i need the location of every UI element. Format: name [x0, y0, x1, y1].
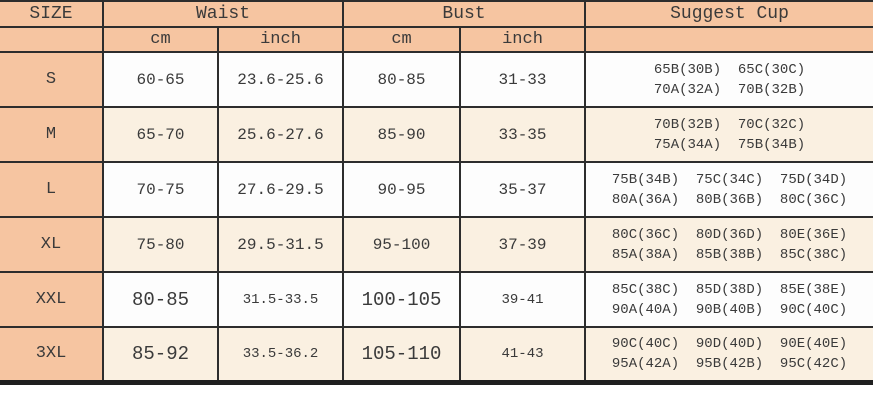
waist-inch-value: 23.6-25.6 — [216, 51, 345, 108]
waist-cm-value: 85-92 — [102, 326, 219, 383]
waist-cm-value: 60-65 — [102, 51, 219, 108]
header-size: SIZE — [0, 0, 104, 28]
table-row-3xl: 3XL 85-92 33.5-36.2 105-110 41-43 90C(40… — [0, 326, 873, 383]
suggest-cup-value: 85C(38C) 85D(38D) 85E(38E) 90A(40A) 90B(… — [584, 271, 873, 328]
bust-inch-value: 33-35 — [459, 106, 587, 163]
bust-cm-value: 90-95 — [342, 161, 462, 218]
suggest-cup-value: 80C(36C) 80D(36D) 80E(36E) 85A(38A) 85B(… — [584, 216, 873, 273]
cup-line-1: 65B(30B) 65C(30C) — [653, 61, 806, 78]
header-size-spacer — [0, 26, 104, 53]
cup-line-2: 85A(38A) 85B(38B) 85C(38C) — [611, 246, 848, 263]
cup-line-1: 80C(36C) 80D(36D) 80E(36E) — [611, 226, 848, 243]
cup-line-1: 75B(34B) 75C(34C) 75D(34D) — [611, 171, 848, 188]
size-label: XL — [0, 216, 104, 273]
table-row-m: M 65-70 25.6-27.6 85-90 33-35 70B(32B) 7… — [0, 106, 873, 163]
size-chart-body: S 60-65 23.6-25.6 80-85 31-33 65B(30B) 6… — [0, 51, 873, 383]
subheader-waist-inch: inch — [216, 26, 345, 53]
subheader-waist-cm: cm — [102, 26, 219, 53]
size-label: XXL — [0, 271, 104, 328]
table-row-xxl: XXL 80-85 31.5-33.5 100-105 39-41 85C(38… — [0, 271, 873, 328]
cup-line-2: 90A(40A) 90B(40B) 90C(40C) — [611, 301, 848, 318]
bust-inch-value: 35-37 — [459, 161, 587, 218]
waist-inch-value: 25.6-27.6 — [216, 106, 345, 163]
suggest-cup-value: 65B(30B) 65C(30C) 70A(32A) 70B(32B) — [584, 51, 873, 108]
cup-line-1: 70B(32B) 70C(32C) — [653, 116, 806, 133]
cup-line-2: 95A(42A) 95B(42B) 95C(42C) — [611, 355, 848, 372]
header-cup-spacer — [584, 26, 873, 53]
bust-inch-value: 39-41 — [459, 271, 587, 328]
header-suggest-cup: Suggest Cup — [584, 0, 873, 28]
header-group-row: SIZE Waist Bust Suggest Cup — [0, 0, 873, 28]
bust-inch-value: 41-43 — [459, 326, 587, 383]
bust-inch-value: 31-33 — [459, 51, 587, 108]
table-row-xl: XL 75-80 29.5-31.5 95-100 37-39 80C(36C)… — [0, 216, 873, 273]
table-row-s: S 60-65 23.6-25.6 80-85 31-33 65B(30B) 6… — [0, 51, 873, 108]
bust-cm-value: 100-105 — [342, 271, 462, 328]
cup-line-1: 85C(38C) 85D(38D) 85E(38E) — [611, 281, 848, 298]
waist-inch-value: 31.5-33.5 — [216, 271, 345, 328]
cup-line-2: 75A(34A) 75B(34B) — [653, 136, 806, 153]
waist-cm-value: 70-75 — [102, 161, 219, 218]
bust-inch-value: 37-39 — [459, 216, 587, 273]
header-bust: Bust — [342, 0, 587, 28]
subheader-bust-inch: inch — [459, 26, 587, 53]
size-label: S — [0, 51, 104, 108]
bust-cm-value: 95-100 — [342, 216, 462, 273]
header-unit-row: cm inch cm inch — [0, 26, 873, 53]
suggest-cup-value: 70B(32B) 70C(32C) 75A(34A) 75B(34B) — [584, 106, 873, 163]
size-label: L — [0, 161, 104, 218]
size-label: M — [0, 106, 104, 163]
table-row-l: L 70-75 27.6-29.5 90-95 35-37 75B(34B) 7… — [0, 161, 873, 218]
suggest-cup-value: 90C(40C) 90D(40D) 90E(40E) 95A(42A) 95B(… — [584, 326, 873, 383]
waist-inch-value: 27.6-29.5 — [216, 161, 345, 218]
suggest-cup-value: 75B(34B) 75C(34C) 75D(34D) 80A(36A) 80B(… — [584, 161, 873, 218]
waist-cm-value: 65-70 — [102, 106, 219, 163]
size-label: 3XL — [0, 326, 104, 383]
cup-line-2: 70A(32A) 70B(32B) — [653, 81, 806, 98]
waist-cm-value: 80-85 — [102, 271, 219, 328]
cup-line-1: 90C(40C) 90D(40D) 90E(40E) — [611, 335, 848, 352]
waist-inch-value: 33.5-36.2 — [216, 326, 345, 383]
size-chart-table: SIZE Waist Bust Suggest Cup cm inch cm i… — [0, 0, 873, 385]
bust-cm-value: 85-90 — [342, 106, 462, 163]
cup-line-2: 80A(36A) 80B(36B) 80C(36C) — [611, 191, 848, 208]
size-chart-header: SIZE Waist Bust Suggest Cup cm inch cm i… — [0, 0, 873, 53]
bust-cm-value: 105-110 — [342, 326, 462, 383]
waist-cm-value: 75-80 — [102, 216, 219, 273]
bust-cm-value: 80-85 — [342, 51, 462, 108]
header-waist: Waist — [101, 0, 345, 28]
waist-inch-value: 29.5-31.5 — [216, 216, 345, 273]
subheader-bust-cm: cm — [342, 26, 462, 53]
